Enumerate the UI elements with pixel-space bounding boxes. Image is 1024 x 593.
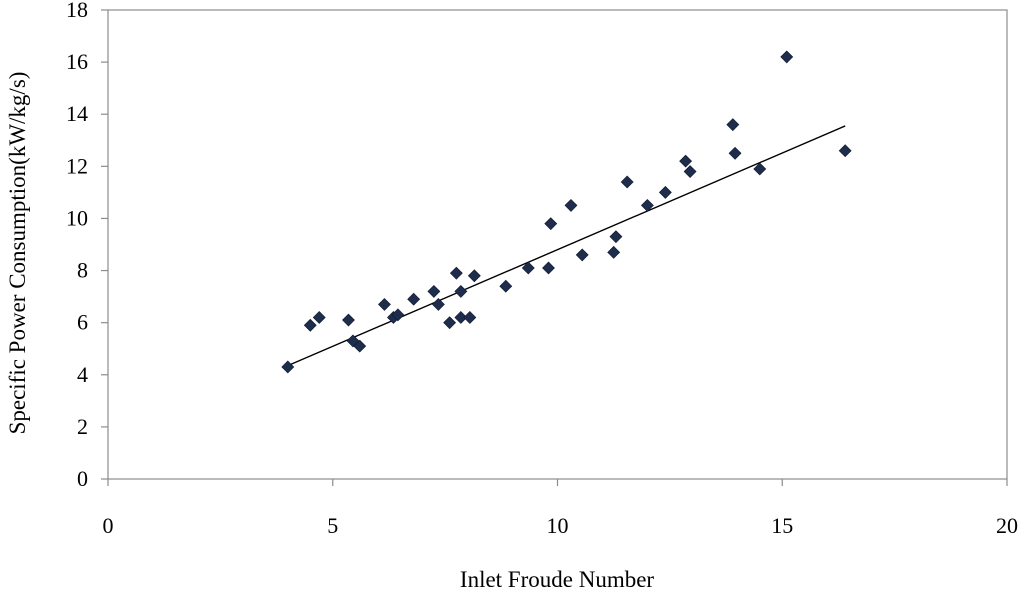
data-point xyxy=(443,316,457,330)
data-point xyxy=(427,284,441,298)
data-point xyxy=(640,198,654,212)
data-point xyxy=(431,298,445,311)
data-point xyxy=(521,261,535,275)
data-point xyxy=(463,311,477,324)
data-point xyxy=(391,308,405,322)
data-point xyxy=(683,165,697,178)
y-axis: 0 2 4 6 8 10 12 14 16 18 xyxy=(66,0,108,491)
data-point xyxy=(728,146,742,160)
y-tick-label: 16 xyxy=(66,49,88,74)
y-tick-label: 4 xyxy=(77,362,88,387)
data-point xyxy=(726,118,740,132)
y-tick-label: 0 xyxy=(77,466,88,491)
data-point xyxy=(281,360,295,374)
data-point xyxy=(658,185,672,199)
data-point xyxy=(542,261,555,275)
data-point xyxy=(607,245,621,259)
data-point xyxy=(564,198,578,212)
data-point xyxy=(407,292,421,306)
y-tick-label: 6 xyxy=(77,310,88,335)
data-point xyxy=(454,311,468,324)
y-tick-label: 14 xyxy=(66,101,88,126)
data-point xyxy=(620,175,634,189)
y-tick-label: 18 xyxy=(66,0,88,22)
data-point xyxy=(753,162,767,176)
trendline xyxy=(287,125,846,367)
x-tick-label: 0 xyxy=(103,513,114,538)
data-point xyxy=(378,298,391,311)
y-tick-label: 12 xyxy=(66,153,88,178)
data-point xyxy=(609,230,623,244)
data-point xyxy=(780,50,794,64)
x-tick-label: 20 xyxy=(996,513,1018,538)
data-point xyxy=(499,279,513,293)
x-axis: 0 5 10 15 20 xyxy=(103,479,1018,538)
y-axis-title: Specific Power Consumption(kW/kg/s) xyxy=(5,72,30,435)
x-tick-label: 10 xyxy=(547,513,569,538)
data-points xyxy=(281,50,852,374)
y-tick-label: 10 xyxy=(66,205,88,230)
x-tick-label: 15 xyxy=(771,513,793,538)
data-point xyxy=(454,284,468,298)
data-point xyxy=(544,217,558,231)
data-point xyxy=(312,311,326,324)
data-point xyxy=(303,318,317,332)
data-point xyxy=(449,266,463,280)
plot-area xyxy=(107,9,1008,480)
x-tick-label: 5 xyxy=(327,513,338,538)
x-axis-title: Inlet Froude Number xyxy=(460,567,655,592)
data-point xyxy=(342,313,355,327)
data-point xyxy=(353,339,367,353)
y-tick-label: 8 xyxy=(77,258,88,283)
trendline-group xyxy=(287,125,846,367)
y-tick-label: 2 xyxy=(77,414,88,439)
data-point xyxy=(679,154,693,168)
data-point xyxy=(467,269,481,283)
data-point xyxy=(838,144,852,158)
data-point xyxy=(575,248,589,262)
